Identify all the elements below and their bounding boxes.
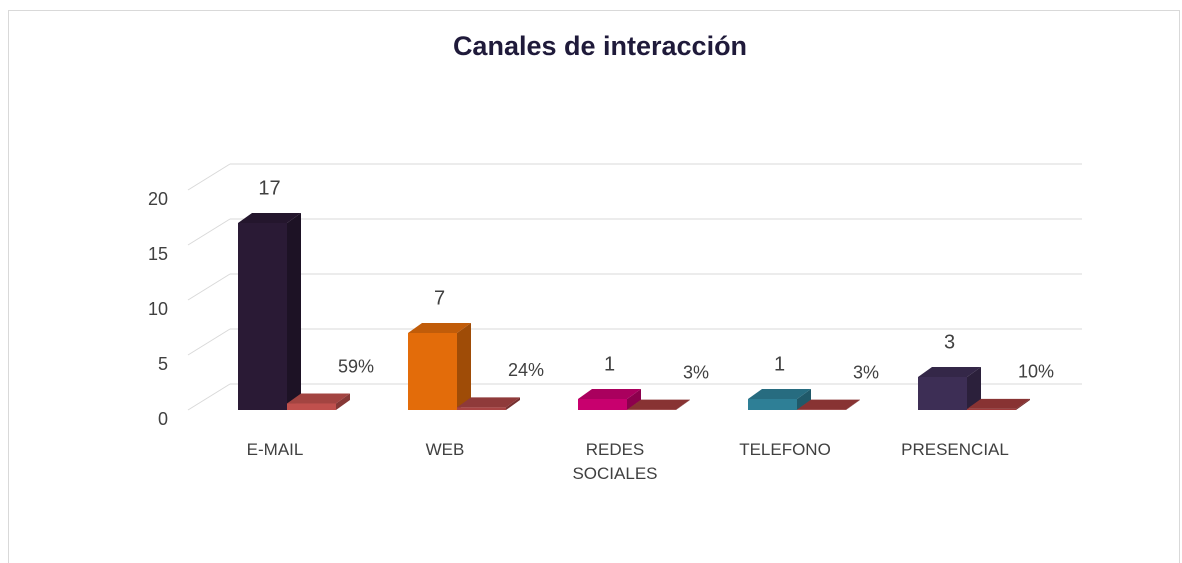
- bar-top: [627, 399, 690, 410]
- bar-front: [918, 377, 967, 410]
- data-label: 1: [604, 353, 615, 375]
- bar-side: [846, 399, 860, 410]
- bar-front: [238, 223, 287, 410]
- y-tick-label: 0: [158, 409, 168, 429]
- chart-title: Canales de interacción: [453, 31, 747, 61]
- grid-line-depth: [187, 383, 231, 411]
- bar: [457, 397, 520, 410]
- bar-front: [457, 407, 506, 410]
- bar: [627, 399, 690, 410]
- data-label: 3: [944, 331, 955, 353]
- bar: [918, 367, 981, 410]
- y-tick-label: 20: [148, 189, 168, 209]
- bar-side: [457, 323, 471, 410]
- bar: [797, 399, 860, 410]
- bar-top: [287, 393, 350, 404]
- data-label: 17: [258, 177, 280, 199]
- data-label: 3%: [853, 362, 879, 382]
- data-label: 24%: [508, 360, 544, 380]
- bar-top: [748, 389, 811, 399]
- bar-side: [336, 393, 350, 410]
- y-tick-label: 15: [148, 244, 168, 264]
- bar-top: [918, 367, 981, 377]
- bar-side: [676, 399, 690, 410]
- data-label: 10%: [1018, 362, 1054, 382]
- bar-top: [457, 397, 520, 408]
- bar-top: [578, 389, 641, 399]
- bar-side: [506, 397, 520, 410]
- y-tick-label: 5: [158, 354, 168, 374]
- grid-line-depth: [187, 163, 231, 191]
- chart-frame: [8, 10, 1180, 563]
- data-label: 1: [774, 353, 785, 375]
- bar: [748, 389, 811, 410]
- bar: [408, 323, 471, 410]
- bar-top: [967, 398, 1030, 409]
- bar-side: [1016, 398, 1030, 410]
- bar: [578, 389, 641, 410]
- grid-line-depth: [187, 273, 231, 301]
- data-label: 7: [434, 287, 445, 309]
- bar-front: [578, 399, 627, 410]
- bar-top: [408, 323, 471, 333]
- bar-front: [748, 399, 797, 410]
- bar: [967, 398, 1030, 410]
- bar-front: [408, 333, 457, 410]
- bar: [287, 393, 350, 410]
- x-tick-label: TELEFONO: [739, 440, 831, 459]
- bar-side: [967, 367, 981, 410]
- data-label: 3%: [683, 362, 709, 382]
- bar-side: [287, 213, 301, 410]
- data-label: 59%: [338, 356, 374, 376]
- bar: [238, 213, 301, 410]
- bar-side: [797, 389, 811, 410]
- grid-line-depth: [187, 218, 231, 246]
- bar-top: [238, 213, 301, 223]
- x-tick-label: WEB: [425, 440, 465, 459]
- y-tick-label: 10: [148, 299, 168, 319]
- x-tick-label: PRESENCIAL: [901, 440, 1009, 459]
- bar-front: [967, 408, 1016, 410]
- x-tick-label: REDES SOCIALES: [572, 440, 658, 483]
- bar-side: [627, 389, 641, 410]
- bar-top: [797, 399, 860, 410]
- grid-line-depth: [187, 328, 231, 356]
- bar-front: [287, 403, 336, 410]
- x-tick-label: E-MAIL: [246, 440, 304, 459]
